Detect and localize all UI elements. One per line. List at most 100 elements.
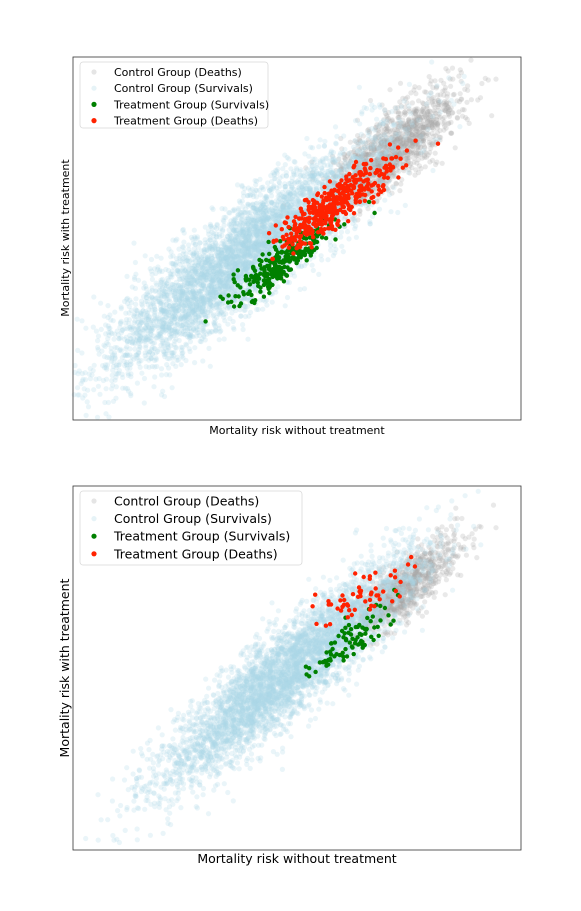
data-point xyxy=(377,136,383,143)
data-point xyxy=(406,127,412,133)
data-point xyxy=(377,133,384,140)
data-point xyxy=(375,160,381,166)
data-point xyxy=(367,97,374,104)
data-point xyxy=(412,126,418,132)
data-point xyxy=(398,104,404,110)
data-point xyxy=(446,120,452,126)
data-point xyxy=(397,80,404,86)
data-point xyxy=(357,148,363,154)
data-point xyxy=(200,358,206,364)
data-point xyxy=(253,182,259,188)
data-point xyxy=(449,110,455,116)
data-point xyxy=(442,107,448,113)
data-point xyxy=(416,163,422,169)
data-point xyxy=(456,109,462,115)
data-point xyxy=(400,136,406,142)
data-point xyxy=(209,205,215,211)
data-point xyxy=(357,207,363,213)
data-point xyxy=(376,154,382,160)
data-point xyxy=(355,153,361,159)
data-point xyxy=(149,271,155,278)
data-point xyxy=(375,156,381,162)
data-point xyxy=(202,237,208,243)
data-point xyxy=(338,166,344,173)
data-point xyxy=(386,192,393,198)
data-point xyxy=(416,114,422,120)
data-point xyxy=(394,136,400,142)
data-point xyxy=(352,152,358,158)
data-point xyxy=(374,162,380,168)
data-point xyxy=(355,133,361,139)
data-point xyxy=(394,137,400,143)
data-point xyxy=(412,119,418,126)
data-point xyxy=(353,150,359,156)
data-point xyxy=(368,147,375,153)
data-point xyxy=(420,121,426,127)
data-point xyxy=(402,109,408,115)
data-point xyxy=(468,97,474,103)
data-point xyxy=(418,150,424,156)
data-point xyxy=(449,65,456,71)
data-point xyxy=(124,273,130,279)
data-point xyxy=(372,104,378,110)
data-point xyxy=(434,117,440,123)
data-point xyxy=(464,116,470,122)
data-point xyxy=(398,103,404,109)
data-point xyxy=(385,188,392,194)
data-point xyxy=(341,163,348,169)
data-point xyxy=(468,57,474,63)
data-point xyxy=(421,105,427,111)
data-point xyxy=(413,106,419,112)
data-point xyxy=(425,126,431,132)
data-point xyxy=(444,94,450,100)
data-point xyxy=(457,91,463,97)
data-point xyxy=(158,366,165,372)
data-point xyxy=(123,346,129,352)
data-point xyxy=(396,128,403,134)
data-point xyxy=(341,151,347,157)
data-point xyxy=(407,126,413,132)
data-point xyxy=(357,154,363,160)
data-point xyxy=(422,164,428,170)
data-point xyxy=(425,123,432,129)
data-point xyxy=(207,363,213,369)
data-point xyxy=(435,123,441,129)
data-point xyxy=(360,152,366,158)
data-point xyxy=(420,114,426,121)
data-point xyxy=(415,115,421,121)
data-point xyxy=(438,134,444,140)
data-point xyxy=(344,163,350,169)
data-point xyxy=(425,118,431,125)
data-point xyxy=(374,116,380,122)
data-point xyxy=(355,164,361,170)
data-point xyxy=(414,125,420,131)
data-point xyxy=(395,110,402,116)
data-point xyxy=(433,133,439,139)
data-point xyxy=(412,123,418,129)
data-point xyxy=(441,100,447,106)
data-point xyxy=(421,109,427,115)
data-point xyxy=(269,200,275,206)
data-point xyxy=(427,108,433,114)
data-point xyxy=(401,121,407,127)
data-point xyxy=(451,91,457,97)
data-point xyxy=(396,150,402,156)
data-point xyxy=(406,106,412,112)
data-point xyxy=(297,286,303,292)
data-point xyxy=(464,99,470,105)
data-point xyxy=(141,375,148,382)
data-point xyxy=(192,360,198,366)
data-point xyxy=(132,346,138,352)
data-point xyxy=(342,160,348,166)
data-point xyxy=(405,152,411,158)
data-point xyxy=(425,118,431,124)
data-point xyxy=(395,109,401,115)
data-point xyxy=(319,257,325,263)
data-point xyxy=(419,126,425,132)
data-point xyxy=(378,140,384,146)
data-point xyxy=(452,145,458,151)
data-point xyxy=(387,87,393,93)
data-point xyxy=(178,362,184,368)
data-point xyxy=(359,154,365,160)
data-point xyxy=(357,211,363,217)
